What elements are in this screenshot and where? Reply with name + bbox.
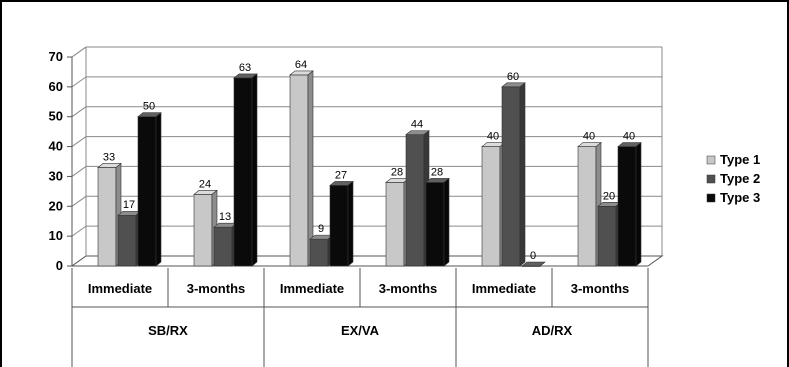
data-label-1-5: 40 (487, 131, 499, 143)
bar-2-3 (309, 234, 334, 267)
legend-swatch-2 (706, 174, 716, 184)
data-label-2-3: 9 (318, 223, 324, 235)
bar-2-1 (117, 210, 142, 267)
y-tick-label-2: 20 (49, 198, 63, 213)
data-label-2-6: 20 (603, 190, 615, 202)
data-label-3-6: 40 (623, 131, 635, 143)
legend-swatch-3 (706, 193, 716, 203)
data-label-1-2: 24 (199, 178, 211, 190)
gridline-floor-1 (71, 225, 87, 237)
category-label-2: 3-months (187, 281, 246, 296)
y-tick-label-5: 50 (49, 109, 63, 124)
bar-1-2 (193, 189, 218, 267)
bar-1-4 (385, 177, 410, 267)
gridline-floor-5 (71, 106, 87, 118)
data-label-3-4: 28 (431, 166, 443, 178)
category-label-6: 3-months (571, 281, 630, 296)
y-tick-label-1: 10 (49, 228, 63, 243)
legend-label-1: Type 1 (720, 152, 760, 167)
bar-3-4 (425, 177, 450, 267)
group-label-1: SB/RX (148, 323, 188, 338)
legend-item-2: Type 2 (706, 171, 760, 186)
y-tick-label-3: 30 (49, 168, 63, 183)
category-label-5: Immediate (472, 281, 536, 296)
bar-2-2 (213, 222, 238, 267)
bar-1-1 (97, 162, 122, 267)
data-label-1-1: 33 (103, 151, 115, 163)
legend-label-2: Type 2 (720, 171, 760, 186)
group-label-2: EX/VA (341, 323, 380, 338)
legend-swatch-1 (706, 155, 716, 165)
gridline-floor-3 (71, 166, 87, 177)
gridline-floor-4 (71, 136, 87, 147)
bar-2-4 (405, 130, 430, 267)
gridline-floor-2 (71, 195, 87, 207)
data-label-1-4: 28 (391, 166, 403, 178)
bar-1-3 (289, 70, 314, 267)
data-label-3-2: 63 (239, 62, 251, 74)
category-label-1: Immediate (88, 281, 152, 296)
bar-3-1 (137, 112, 162, 267)
legend-label-3: Type 3 (720, 190, 760, 205)
bar-2-5 (501, 82, 526, 267)
data-label-2-4: 44 (411, 119, 423, 131)
data-label-2-1: 17 (123, 199, 135, 211)
data-labels: 33 17 50 24 13 63 64 9 27 28 44 28 40 60 0 40 20 40 (103, 59, 635, 262)
bar-1-5 (481, 141, 506, 267)
bars (97, 70, 642, 267)
data-label-2-5: 60 (507, 71, 519, 83)
category-axis: Immediate 3-months Immediate 3-months Immedi… (71, 268, 649, 367)
bar-2-6 (597, 201, 622, 267)
gridline-floor-6 (71, 76, 87, 88)
legend-item-3: Type 3 (706, 190, 760, 205)
group-label-3: AD/RX (532, 323, 573, 338)
data-label-2-2: 13 (219, 211, 231, 223)
y-tick-label-0: 0 (56, 258, 63, 273)
data-label-1-6: 40 (583, 131, 595, 143)
category-label-3: Immediate (280, 281, 344, 296)
category-label-4: 3-months (379, 281, 438, 296)
y-tick-label-4: 40 (49, 139, 63, 154)
y-axis-top-edge (71, 46, 87, 58)
legend: Type 1 Type 2 Type 3 (706, 152, 760, 205)
y-tick-label-7: 70 (49, 49, 63, 64)
bar-3-3 (329, 180, 354, 267)
bar-1-6 (577, 141, 602, 267)
data-label-3-5: 0 (530, 250, 536, 262)
bar-3-6 (617, 141, 642, 267)
bar-3-5 (521, 261, 546, 267)
y-tick-label-6: 60 (49, 79, 63, 94)
bar-3-2 (233, 73, 258, 267)
legend-item-1: Type 1 (706, 152, 760, 167)
data-label-3-3: 27 (335, 169, 347, 181)
data-label-1-3: 64 (295, 59, 307, 71)
data-label-3-1: 50 (143, 101, 155, 113)
